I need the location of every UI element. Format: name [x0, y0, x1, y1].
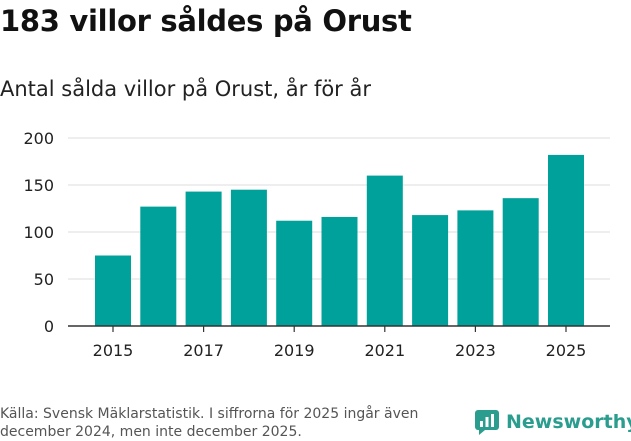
- y-tick-label: 100: [23, 223, 54, 242]
- bar: [276, 220, 313, 326]
- chart-title: 183 villor såldes på Orust: [0, 4, 412, 38]
- x-tick-label: 2021: [364, 341, 405, 360]
- chart-subtitle: Antal sålda villor på Orust, år för år: [0, 77, 371, 101]
- brand-logo: Newsworthy: [474, 409, 631, 435]
- newsworthy-logo-icon: [475, 410, 499, 435]
- x-tick-label: 2015: [93, 341, 134, 360]
- y-tick-label: 50: [34, 270, 54, 289]
- source-note: Källa: Svensk Mäklarstatistik. I siffror…: [0, 406, 419, 440]
- bar: [185, 191, 222, 326]
- y-tick-label: 0: [44, 317, 54, 336]
- y-tick-label: 200: [23, 129, 54, 148]
- x-tick-label: 2017: [183, 341, 224, 360]
- x-tick-label: 2025: [546, 341, 587, 360]
- bar: [140, 206, 177, 326]
- x-tick-label: 2019: [274, 341, 315, 360]
- bar: [412, 215, 449, 326]
- x-tick-label: 2023: [455, 341, 496, 360]
- bar: [95, 255, 131, 326]
- bar: [502, 198, 539, 326]
- y-tick-label: 150: [23, 176, 54, 195]
- brand-name: Newsworthy: [506, 411, 631, 433]
- bar: [366, 175, 403, 326]
- bar: [548, 154, 584, 326]
- bar: [457, 210, 494, 326]
- bar: [230, 189, 267, 326]
- bar: [321, 216, 358, 326]
